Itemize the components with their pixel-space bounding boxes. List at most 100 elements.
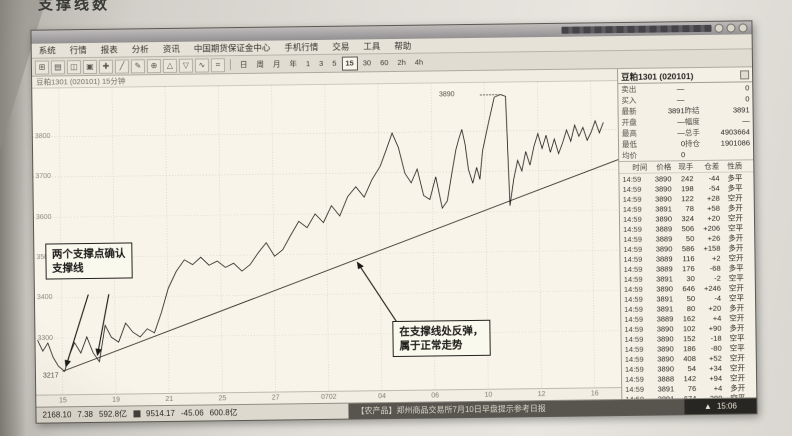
tick-price: 3890	[656, 344, 674, 354]
period-button[interactable]: 3	[319, 58, 324, 68]
tick-price: 3890	[656, 324, 674, 334]
contract-title: 豆粕1301 (020101)	[621, 70, 694, 82]
menu-item[interactable]: 行情	[69, 45, 87, 56]
wave-tool-icon[interactable]: ∿	[194, 57, 210, 73]
annotation-line: 在支撑线处反弹，	[399, 324, 484, 339]
tick-volume: 506	[681, 224, 695, 234]
print-icon[interactable]: ▣	[82, 59, 98, 74]
tick-volume: 142	[683, 374, 697, 384]
annotation-line: 属于正常走势	[399, 339, 463, 353]
tick-time: 14:59	[624, 324, 644, 334]
menu-item[interactable]: 交易	[332, 41, 350, 52]
tick-price: 3890	[655, 214, 673, 224]
x-axis-label: 0702	[320, 393, 337, 401]
period-button[interactable]: 4h	[414, 57, 424, 67]
menu-item[interactable]: 资讯	[162, 43, 180, 55]
panel-menu-icon[interactable]	[740, 70, 750, 80]
tick-price: 3890	[654, 194, 672, 204]
period-button[interactable]: 月	[272, 58, 281, 69]
tick-time: 14:59	[622, 174, 642, 185]
tick-price: 3889	[655, 254, 673, 264]
tick-price: 3889	[655, 234, 673, 244]
close-button[interactable]	[738, 23, 748, 33]
tick-oi-change: +20	[707, 213, 721, 223]
minimize-button[interactable]	[714, 23, 724, 33]
period-button[interactable]: 30	[362, 57, 372, 67]
text-tool-icon[interactable]: ✎	[130, 58, 146, 73]
tick-table[interactable]: 14:59 3890 242 -44 多平 14:59 3890 198 -54	[619, 172, 756, 399]
tick-volume: 586	[681, 244, 695, 254]
menu-item[interactable]: 报表	[100, 44, 118, 55]
tick-time: 14:59	[624, 354, 644, 364]
index2-amount: 600.8亿	[209, 408, 238, 418]
tick-price: 3890	[656, 284, 673, 294]
zoom-in-icon[interactable]: ⊕	[146, 58, 162, 73]
menu-item[interactable]: 中国期货保证金中心	[193, 42, 271, 54]
tick-oi-change: +90	[708, 323, 722, 333]
tick-time: 14:59	[624, 334, 644, 344]
tick-price: 3891	[656, 274, 673, 284]
period-button[interactable]: 周	[256, 59, 264, 69]
crosshair-icon[interactable]: ✚	[98, 59, 114, 74]
period-button[interactable]: 15	[341, 55, 358, 71]
quote-label: 最高	[621, 128, 637, 139]
quote-panel-header: 豆粕1301 (020101)	[618, 67, 753, 85]
down-marker-icon[interactable]: ▽	[178, 58, 194, 73]
tick-time: 14:59	[622, 214, 642, 225]
quote-label: 均价	[622, 150, 638, 161]
tick-oi-change: +246	[703, 283, 721, 293]
toolbar-separator	[229, 59, 231, 71]
tick-column-header: 现手	[678, 162, 694, 172]
period-button[interactable]: 2h	[397, 57, 406, 67]
tick-oi-change: +52	[709, 353, 722, 363]
index1-amount: 592.8亿	[98, 409, 128, 419]
maximize-button[interactable]	[726, 23, 736, 33]
period-button[interactable]: 5	[332, 58, 337, 68]
up-marker-icon[interactable]: △	[162, 58, 178, 73]
x-axis-label: 16	[590, 390, 599, 398]
x-axis-label: 21	[165, 395, 174, 404]
tick-volume: 242	[680, 174, 694, 184]
quote-value	[709, 154, 750, 155]
draw-line-icon[interactable]: ╱	[114, 58, 130, 74]
news-ticker[interactable]: 【农产品】郑州商品交易所7月10日早盘提示参考日报	[348, 399, 685, 419]
period-button[interactable]: 年	[289, 58, 297, 68]
settings-icon[interactable]: ⌗	[210, 57, 226, 72]
period-button[interactable]: 60	[380, 57, 389, 67]
candlestick-chart[interactable]: 380037003600350034003300 3890 3217 两个支撑点…	[32, 81, 621, 395]
annotation-support-points: 两个支撑点确认 支撑线	[44, 241, 133, 280]
tick-oi-change: +206	[703, 223, 721, 233]
new-chart-icon[interactable]: ⊞	[34, 60, 50, 75]
menu-item[interactable]: 系统	[38, 45, 56, 56]
period-button[interactable]: 日	[239, 59, 248, 69]
x-axis-label: 06	[431, 392, 440, 400]
tick-time: 14:59	[623, 294, 643, 304]
menu-item[interactable]: 帮助	[394, 40, 412, 51]
tick-volume: 30	[686, 274, 695, 284]
quote-label: 买入	[621, 95, 637, 106]
x-axis-label: 12	[537, 391, 546, 399]
menu-item[interactable]: 工具	[363, 41, 381, 52]
x-axis-label: 04	[378, 393, 386, 401]
menu-item[interactable]: 分析	[131, 44, 149, 55]
quote-label: 幅度	[684, 116, 700, 127]
tick-time: 14:59	[623, 244, 643, 254]
tick-time: 14:59	[624, 314, 644, 324]
app-main-area: 豆粕1301 (020101) 15分钟 3800370036003500340…	[32, 67, 757, 407]
price-chart-svg[interactable]	[32, 81, 621, 395]
quote-label: 开盘	[621, 117, 637, 128]
open-file-icon[interactable]: ▤	[50, 59, 66, 74]
tick-price: 3889	[655, 224, 673, 234]
tick-oi-change: -80	[710, 343, 722, 353]
tick-volume: 54	[687, 364, 697, 374]
tick-column-header: 价格	[656, 162, 672, 172]
tick-volume: 50	[686, 294, 696, 304]
tick-oi-change: +20	[708, 303, 722, 313]
period-button[interactable]: 1	[305, 58, 311, 68]
tick-time: 14:59	[625, 374, 644, 384]
x-axis-label: 27	[271, 394, 280, 402]
tick-price: 3891	[656, 294, 674, 304]
menu-item[interactable]: 手机行情	[284, 41, 319, 53]
save-icon[interactable]: ◫	[66, 59, 82, 74]
